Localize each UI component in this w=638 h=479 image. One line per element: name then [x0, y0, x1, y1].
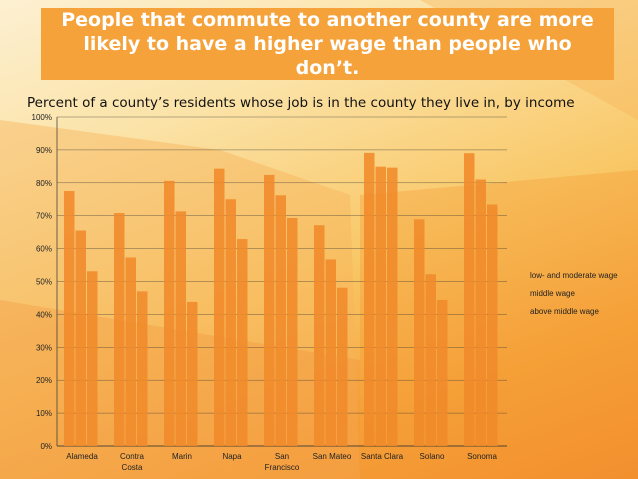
- bar-2: [75, 230, 86, 446]
- x-tick-label: Alameda: [66, 452, 98, 461]
- y-tick-label: 100%: [32, 113, 52, 122]
- x-tick-label-line: Alameda: [66, 452, 98, 461]
- bar-2: [375, 166, 386, 446]
- x-tick-label-line: Marin: [172, 452, 192, 461]
- bar-1: [264, 174, 275, 447]
- bar-1: [214, 168, 225, 446]
- x-tick-label: San Francisco: [265, 452, 300, 472]
- y-tick-label: 30%: [36, 343, 52, 352]
- x-tick-label-line: Santa Clara: [361, 452, 404, 461]
- bar-3: [437, 299, 448, 446]
- bar-3: [237, 239, 248, 446]
- x-tick-label-line: Solano: [420, 452, 445, 461]
- bar-1: [464, 153, 475, 446]
- chart-subtitle: Percent of a county’s residents whose jo…: [27, 95, 575, 111]
- bar-2: [425, 274, 436, 446]
- bar-3: [387, 167, 398, 446]
- bar-1: [314, 225, 325, 446]
- y-tick-label: 10%: [36, 409, 52, 418]
- bar-2: [275, 195, 286, 446]
- bar-2: [175, 211, 186, 446]
- y-tick-label: 40%: [36, 310, 52, 319]
- bar-3: [137, 291, 148, 446]
- bar-1: [364, 152, 375, 446]
- y-tick-label: 50%: [36, 278, 52, 287]
- x-tick-label-line: Napa: [222, 452, 242, 461]
- legend-entry-above-middle: above middle wage: [530, 307, 599, 316]
- y-tick-label: 70%: [36, 212, 52, 221]
- x-tick-label: Contra Costa: [120, 452, 145, 472]
- x-tick-label-line: San Mateo: [313, 452, 352, 461]
- x-tick-label: Solano: [420, 452, 445, 461]
- bar-2: [475, 179, 486, 446]
- x-tick-label: Sonoma: [467, 452, 497, 461]
- bar-3: [337, 287, 348, 446]
- title-banner: People that commute to another county ar…: [41, 8, 614, 80]
- x-tick-label-line: Sonoma: [467, 452, 497, 461]
- x-tick-label-line: San: [275, 452, 289, 461]
- y-tick-label: 0%: [40, 442, 52, 451]
- slide-title: People that commute to another county ar…: [61, 9, 594, 79]
- bar-3: [87, 271, 98, 446]
- legend-entry-low-moderate: low- and moderate wage: [530, 271, 618, 280]
- bar-1: [114, 213, 125, 446]
- bar-3: [487, 204, 498, 446]
- bar-2: [325, 259, 336, 446]
- x-tick-label: Marin: [172, 452, 192, 461]
- bar-1: [414, 219, 425, 446]
- bar-3: [187, 301, 198, 446]
- bar-2: [125, 257, 136, 446]
- bar-3: [287, 218, 298, 446]
- y-tick-label: 80%: [36, 179, 52, 188]
- x-tick-label-line: Contra: [120, 452, 145, 461]
- chart-legend: low- and moderate wage middle wage above…: [530, 271, 618, 325]
- x-tick-label: Napa: [222, 452, 242, 461]
- y-tick-label: 20%: [36, 376, 52, 385]
- x-tick-label: Santa Clara: [361, 452, 404, 461]
- bar-1: [164, 180, 175, 447]
- y-tick-label: 90%: [36, 146, 52, 155]
- bar-2: [225, 199, 236, 446]
- y-tick-label: 60%: [36, 245, 52, 254]
- legend-entry-middle: middle wage: [530, 289, 575, 298]
- bar-1: [64, 191, 75, 446]
- x-tick-label-line: Francisco: [265, 463, 300, 472]
- x-tick-label-line: Costa: [122, 463, 143, 472]
- x-tick-label: San Mateo: [313, 452, 352, 461]
